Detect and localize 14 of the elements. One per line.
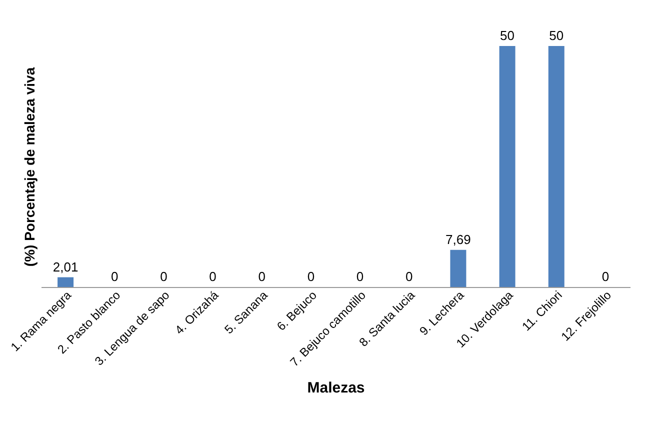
data-label: 50 <box>549 28 564 43</box>
data-label: 0 <box>160 269 168 284</box>
data-label: 0 <box>356 269 364 284</box>
data-label: 0 <box>209 269 216 284</box>
data-label: 0 <box>602 269 610 284</box>
data-label: 0 <box>307 269 315 284</box>
y-axis-title: (%) Porcentaje de maleza viva <box>22 67 38 267</box>
data-label: 50 <box>500 28 515 43</box>
data-label: 0 <box>111 269 118 284</box>
x-axis-title: Malezas <box>307 379 365 396</box>
data-label: 0 <box>406 269 413 284</box>
data-label: 0 <box>258 269 266 284</box>
data-label: 2,01 <box>52 259 78 274</box>
data-label: 7,69 <box>446 232 471 247</box>
